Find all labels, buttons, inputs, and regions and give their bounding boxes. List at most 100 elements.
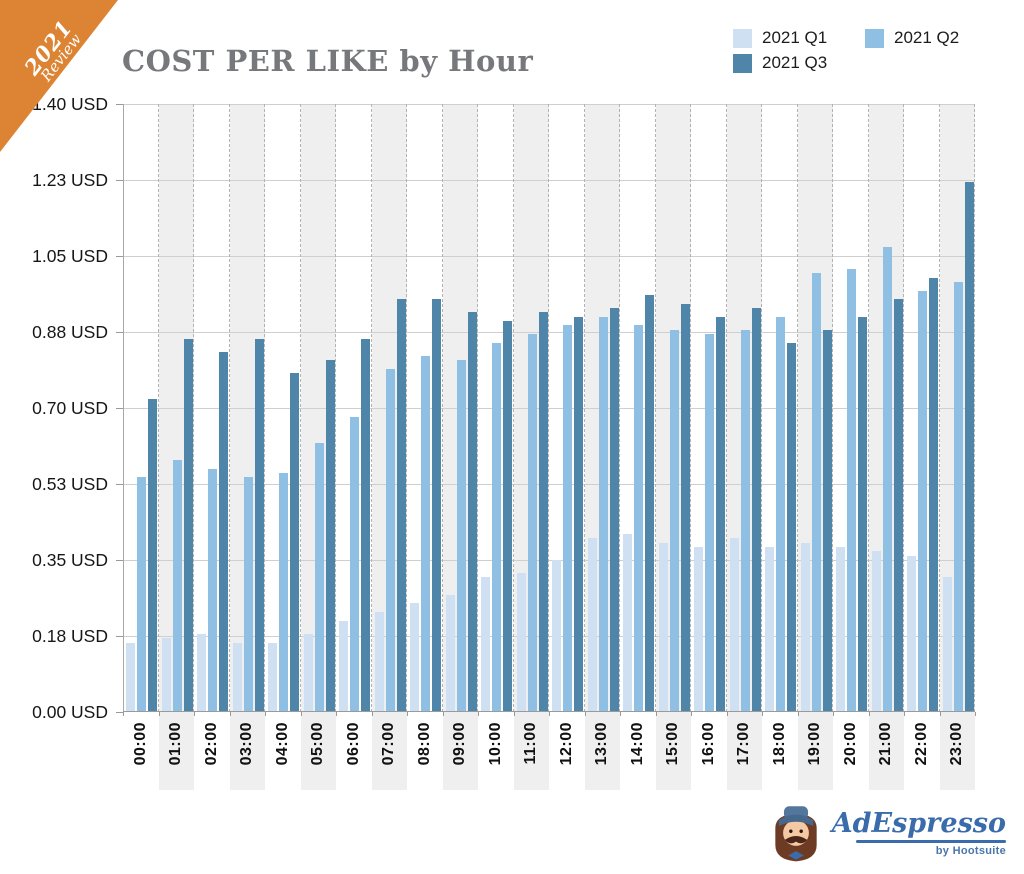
x-axis-label: 02:00 (202, 722, 220, 766)
bar-2021-q2 (421, 355, 430, 712)
bar-2021-q1 (197, 633, 206, 712)
column-separator (228, 104, 230, 712)
bar-2021-q3 (361, 338, 370, 712)
bar-2021-q1 (339, 620, 348, 712)
x-axis-tick (939, 712, 941, 716)
x-axis-line (123, 711, 975, 712)
x-axis-tick (265, 712, 266, 716)
x-axis-label: 18:00 (770, 722, 788, 766)
y-gridline (123, 255, 975, 257)
y-gridline (123, 635, 975, 637)
y-gridline (123, 559, 975, 561)
bar-2021-q1 (268, 642, 277, 712)
bar-2021-q3 (574, 316, 583, 712)
y-axis-tick (116, 104, 123, 105)
y-gridline (123, 179, 975, 181)
bar-2021-q3 (680, 303, 690, 712)
bar-2021-q2 (740, 329, 750, 712)
column-separator (335, 104, 336, 712)
bar-2021-q2 (634, 325, 643, 712)
column-separator (832, 104, 833, 712)
column-separator (441, 104, 443, 712)
column-separator (370, 104, 372, 712)
y-axis-tick (116, 636, 123, 637)
x-axis-tick (442, 712, 444, 716)
legend-swatch-q2 (865, 28, 884, 48)
bar-2021-q1 (942, 577, 952, 712)
y-axis-label: 0.00 USD (32, 702, 108, 722)
x-axis-tick (407, 712, 408, 716)
column-separator (264, 104, 265, 712)
bar-2021-q2 (314, 442, 324, 712)
column-separator (974, 104, 975, 712)
column-separator (903, 104, 904, 712)
column-separator (938, 104, 940, 712)
y-axis-label: 0.18 USD (32, 626, 108, 646)
legend-label-q1: 2021 Q1 (762, 28, 828, 47)
logo-byline: by Hootsuite (935, 844, 1006, 857)
bar-2021-q1 (871, 551, 881, 712)
x-axis-tick (655, 712, 657, 716)
bar-2021-q3 (787, 342, 796, 712)
y-axis-label: 0.35 USD (32, 550, 108, 570)
x-axis-tick (123, 712, 124, 716)
column-separator (299, 104, 301, 712)
x-axis-tick (478, 712, 479, 716)
x-axis-tick (513, 712, 515, 716)
bar-2021-q3 (716, 316, 725, 712)
bar-2021-q1 (587, 538, 597, 712)
bar-2021-q2 (918, 290, 927, 712)
x-axis-label: 13:00 (593, 722, 611, 766)
x-axis-tick (833, 712, 834, 716)
bar-2021-q3 (751, 308, 761, 712)
x-axis-label: 08:00 (415, 722, 433, 766)
y-gridline (123, 331, 975, 333)
x-axis-tick (975, 712, 976, 716)
x-axis-label: 10:00 (486, 722, 504, 766)
y-axis-tick (116, 180, 123, 181)
x-axis-label: 23:00 (948, 722, 966, 766)
legend-label-q2: 2021 Q2 (894, 28, 960, 47)
bar-2021-q2 (492, 342, 501, 712)
legend-item-q2: 2021 Q2 (865, 28, 959, 48)
x-axis-tick (229, 712, 231, 716)
legend-label-q3: 2021 Q3 (762, 53, 828, 72)
bar-2021-q1 (552, 560, 561, 712)
legend-item-q1: 2021 Q1 (733, 28, 843, 48)
bar-2021-q3 (858, 316, 867, 712)
column-separator (157, 104, 159, 712)
bar-2021-q2 (208, 468, 217, 712)
column-separator (512, 104, 514, 712)
adespresso-wordmark: AdEspresso (831, 807, 1006, 839)
x-axis-tick (584, 712, 586, 716)
y-axis-tick (116, 408, 123, 409)
x-axis-label: 20:00 (841, 722, 859, 766)
x-axis-label: 16:00 (699, 722, 717, 766)
y-axis-label: 1.05 USD (32, 246, 108, 266)
x-axis-label: 17:00 (735, 722, 753, 766)
bar-2021-q1 (445, 594, 455, 712)
adespresso-mascot-icon (775, 806, 817, 862)
bar-2021-q2 (350, 416, 359, 712)
bar-2021-q1 (765, 546, 774, 712)
bar-2021-q2 (669, 329, 679, 712)
bar-2021-q2 (527, 334, 537, 712)
x-axis-tick (336, 712, 337, 716)
bar-2021-q1 (126, 642, 135, 712)
x-axis-tick (691, 712, 692, 716)
x-axis-label: 14:00 (628, 722, 646, 766)
chart-plot: 00:00 01:00 02:00 03:00 04:00 05:00 06:00 07:00… (123, 103, 976, 790)
y-axis-label: 0.88 USD (32, 322, 108, 342)
y-axis-label: 0.70 USD (32, 398, 108, 418)
review-ribbon: 2021 Review (0, 0, 118, 152)
x-axis-label: 04:00 (273, 722, 291, 766)
bar-2021-q3 (325, 360, 335, 712)
x-axis-tick (549, 712, 550, 716)
column-separator (406, 104, 407, 712)
bar-2021-q2 (705, 334, 714, 712)
bar-2021-q1 (232, 642, 242, 712)
bar-2021-q2 (279, 473, 288, 712)
bar-2021-q3 (503, 321, 512, 712)
